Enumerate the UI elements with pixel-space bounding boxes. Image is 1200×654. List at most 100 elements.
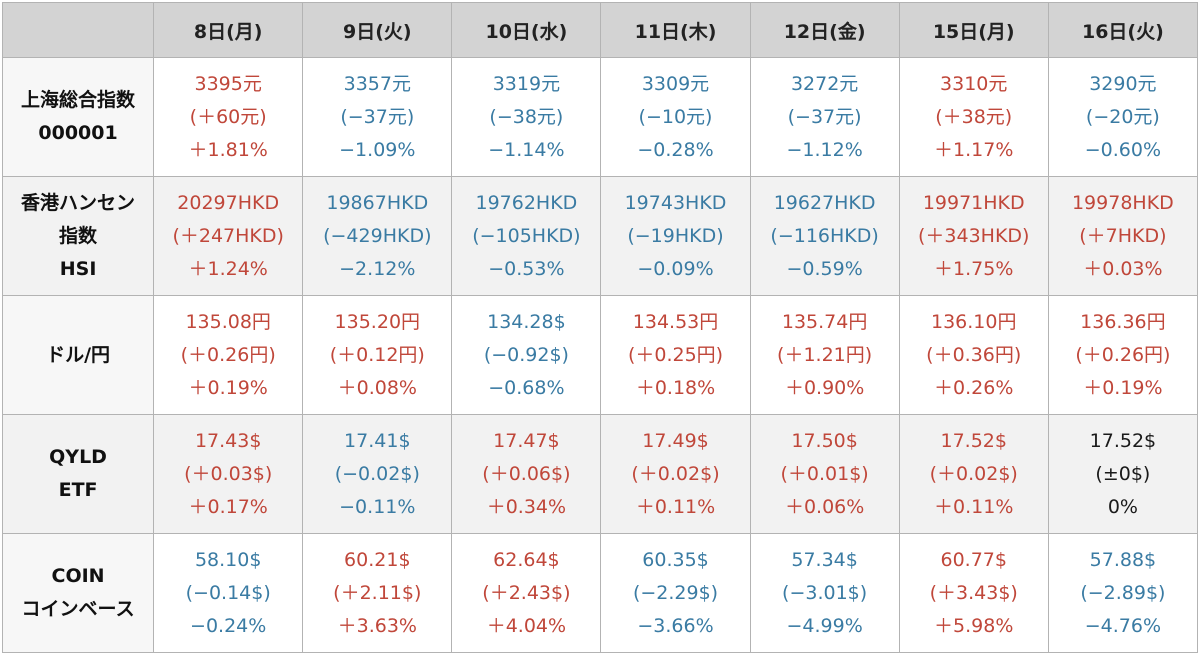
change-percent: ＋0.19% [188,376,268,399]
change-percent: ＋0.11% [934,495,1014,518]
data-cell: 3309元 (−10元) −0.28% [600,57,751,177]
change-amount: (＋3.43$) [929,581,1018,604]
change-amount: (＋0.02$) [631,462,720,485]
price-value: 135.08円 [185,310,271,333]
change-percent: ＋1.75% [934,257,1014,280]
change-percent: ＋5.98% [934,614,1014,637]
change-amount: (−0.92$) [483,343,569,366]
change-amount: (＋0.36円) [926,343,1022,366]
price-value: 134.53円 [632,310,719,333]
header-day: 15日(月) [898,2,1049,58]
change-percent: −2.12% [339,257,416,280]
price-value: 60.77$ [940,548,1007,571]
data-cell: 136.36円 (＋0.26円) ＋0.19% [1047,295,1199,415]
data-cell: 20297HKD (＋247HKD) ＋1.24% [153,176,304,296]
header-day: 9日(火) [302,2,453,58]
change-amount: (＋2.11$) [333,581,422,604]
change-percent: ＋0.03% [1083,257,1163,280]
row-label-line: コインベース [21,598,135,620]
change-percent: −1.09% [339,138,416,161]
row-label: COIN コインベース [1,533,155,653]
price-value: 3309元 [641,72,710,95]
row-label: ドル/円 [1,295,155,415]
row-label-line: QYLD [49,446,107,468]
change-amount: (−38元) [489,105,564,128]
price-value: 57.88$ [1089,548,1157,571]
data-cell: 60.21$ (＋2.11$) ＋3.63% [302,533,453,653]
data-cell: 17.43$ (＋0.03$) ＋0.17% [153,414,304,534]
data-cell: 58.10$ (−0.14$) −0.24% [153,533,304,653]
change-amount: (−2.29$) [632,581,719,604]
change-amount: (−37元) [787,105,862,128]
row-label-line: 指数 [59,224,98,247]
row-label-line: 000001 [38,122,118,144]
change-amount: (＋0.06$) [482,462,571,485]
change-percent: 0% [1107,495,1138,518]
change-amount: (−3.01$) [782,581,868,604]
price-value: 3395元 [194,72,262,95]
price-value: 60.21$ [344,548,411,571]
price-value: 136.10円 [930,310,1017,333]
data-cell: 3319元 (−38元) −1.14% [451,57,602,177]
price-value: 57.34$ [791,548,858,571]
price-value: 17.50$ [791,429,858,452]
data-cell: 60.35$ (−2.29$) −3.66% [600,533,751,653]
table-row-qyld: QYLD ETF 17.43$ (＋0.03$) ＋0.17% 17.41$ (−0.02$… [1,414,1199,534]
change-percent: ＋0.90% [784,376,865,399]
table-body: 上海総合指数 000001 3395元 (＋60元) ＋1.81% 3357元 (−37元)… [1,57,1199,653]
data-cell: 3310元 (＋38元) ＋1.17% [898,57,1049,177]
change-percent: ＋0.26% [934,376,1014,399]
data-cell: 134.53円 (＋0.25円) ＋0.18% [600,295,751,415]
change-amount: (＋0.12円) [329,343,425,366]
change-amount: (−105HKD) [472,224,581,247]
change-amount: (＋7HKD) [1079,224,1167,247]
change-amount: (＋0.26円) [1075,343,1171,366]
data-cell: 19743HKD (−19HKD) −0.09% [600,176,751,296]
change-amount: (＋60元) [189,105,267,128]
table-row-usdjpy: ドル/円 135.08円 (＋0.26円) ＋0.19% 135.20円 (＋0.12円)… [1,295,1199,415]
change-percent: ＋3.63% [337,614,417,637]
data-cell: 135.20円 (＋0.12円) ＋0.08% [302,295,453,415]
data-cell: 136.10円 (＋0.36円) ＋0.26% [898,295,1049,415]
price-value: 62.64$ [493,548,560,571]
change-percent: ＋1.24% [188,257,268,280]
price-value: 135.20円 [334,310,421,333]
change-percent: −3.66% [637,614,714,637]
table-row-shanghai: 上海総合指数 000001 3395元 (＋60元) ＋1.81% 3357元 (−37元)… [1,57,1199,177]
change-percent: −0.53% [488,257,565,280]
price-value: 20297HKD [177,191,280,214]
header-day: 12日(金) [749,2,900,58]
change-amount: (＋0.01$) [780,462,869,485]
data-cell: 134.28$ (−0.92$) −0.68% [451,295,602,415]
price-value: 3310元 [940,72,1008,95]
price-value: 3357元 [343,72,411,95]
row-label-line: ETF [58,479,98,501]
price-value: 19627HKD [773,191,876,214]
price-value: 17.49$ [642,429,709,452]
header-corner-cell [1,2,155,58]
data-cell: 60.77$ (＋3.43$) ＋5.98% [898,533,1049,653]
price-value: 17.52$ [1089,429,1157,452]
change-amount: (＋0.03$) [184,462,273,485]
row-label-line: 香港ハンセン [21,191,136,214]
change-percent: ＋1.81% [188,138,268,161]
change-amount: (−0.14$) [185,581,271,604]
price-value: 19762HKD [475,191,578,214]
data-cell: 17.50$ (＋0.01$) ＋0.06% [749,414,900,534]
change-percent: ＋0.18% [635,376,716,399]
data-cell: 19867HKD (−429HKD) −2.12% [302,176,453,296]
change-percent: −0.59% [786,257,863,280]
change-percent: ＋1.17% [934,138,1014,161]
change-amount: (＋247HKD) [172,224,284,247]
change-percent: −0.28% [637,138,714,161]
change-percent: −0.24% [190,614,267,637]
change-percent: −1.14% [488,138,565,161]
price-value: 3319元 [492,72,561,95]
price-value: 17.43$ [194,429,262,452]
change-percent: ＋0.19% [1083,376,1163,399]
price-value: 3290元 [1089,72,1157,95]
data-cell: 17.47$ (＋0.06$) ＋0.34% [451,414,602,534]
data-cell: 17.41$ (−0.02$) −0.11% [302,414,453,534]
header-day: 8日(月) [153,2,304,58]
table-row-hangseng: 香港ハンセン 指数 HSI 20297HKD (＋247HKD) ＋1.24% 19867H… [1,176,1199,296]
